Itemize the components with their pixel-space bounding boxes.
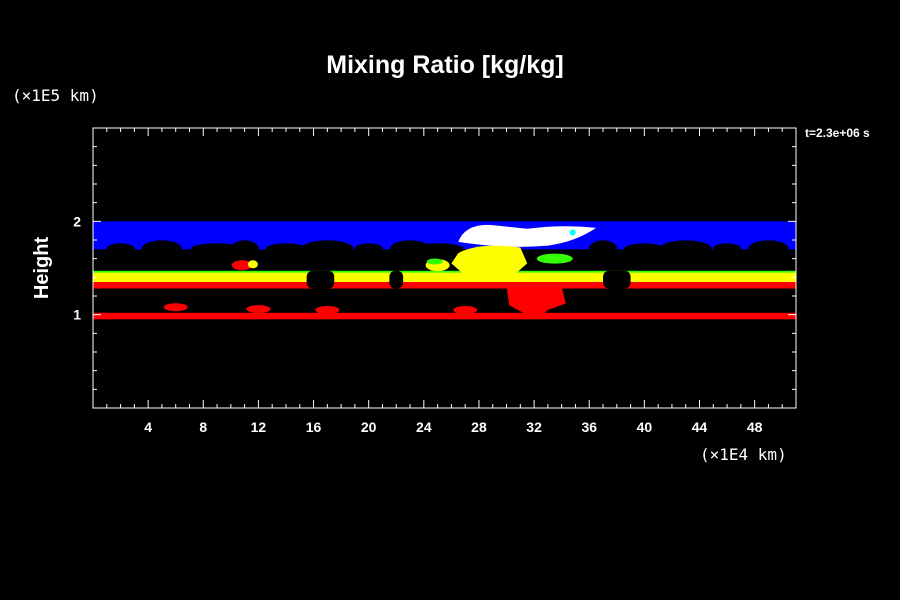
y-tick-labels: 12 <box>73 213 81 322</box>
blue-edge-notch <box>141 240 182 257</box>
red-bump <box>453 306 478 314</box>
blue-edge-notch <box>589 240 618 257</box>
x-tick-label: 40 <box>637 419 653 435</box>
time-label: t=2.3e+06 s <box>805 126 870 140</box>
band-gap <box>389 270 404 289</box>
region-red-band-upper <box>93 282 796 289</box>
blue-edge-notch <box>191 243 244 254</box>
region-red-band-lower <box>93 312 796 320</box>
band-gap <box>306 270 335 289</box>
blue-edge-notch <box>748 240 789 257</box>
x-tick-label: 20 <box>361 419 377 435</box>
y-axis-label: Height <box>31 237 53 300</box>
x-tick-label: 48 <box>747 419 763 435</box>
blue-edge-notch <box>411 243 464 254</box>
blue-edge-notch <box>106 243 135 254</box>
red-blob <box>231 260 252 271</box>
x-tick-label: 44 <box>692 419 708 435</box>
x-tick-label: 28 <box>471 419 487 435</box>
green-edge <box>426 258 443 265</box>
blue-edge-notch <box>354 243 383 254</box>
blue-edge-notch <box>659 240 712 257</box>
plot-frame <box>92 127 797 409</box>
region-convective-core <box>451 245 528 276</box>
y-tick-label: 2 <box>73 213 81 229</box>
x-tick-label: 8 <box>199 419 207 435</box>
x-tick-label: 32 <box>526 419 542 435</box>
x-tick-label: 12 <box>251 419 267 435</box>
region-red-plume <box>506 286 566 317</box>
y-tick-label: 1 <box>73 307 81 323</box>
region-yellow-band <box>93 272 796 282</box>
region-top-cloud <box>458 224 597 247</box>
plot-details <box>106 224 789 317</box>
x-tick-label: 4 <box>144 419 152 435</box>
axes <box>92 127 797 409</box>
blue-edge-notch <box>265 243 306 254</box>
red-bump <box>246 305 271 314</box>
blue-edge-notch <box>390 240 431 257</box>
green-edge <box>536 253 573 264</box>
x-tick-label: 24 <box>416 419 432 435</box>
red-bump <box>315 306 340 314</box>
cyan-speck <box>569 229 576 236</box>
band-gap <box>603 270 631 289</box>
x-tick-label: 36 <box>581 419 597 435</box>
blue-edge-notch <box>230 240 259 257</box>
chart-title: Mixing Ratio [kg/kg] <box>326 51 564 79</box>
blue-edge-notch <box>624 243 665 254</box>
x-tick-label: 16 <box>306 419 322 435</box>
x-tick-labels: 4 8 12 16 20 24 28 32 36 40 44 48 <box>144 419 762 435</box>
y-axis-unit: (×1E5 km) <box>12 86 99 105</box>
red-bump <box>163 303 188 312</box>
yellow-blob <box>247 260 258 269</box>
blue-edge-notch <box>713 243 742 254</box>
x-axis-unit: (×1E4 km) <box>700 445 787 464</box>
blue-edge-notch <box>301 240 354 257</box>
